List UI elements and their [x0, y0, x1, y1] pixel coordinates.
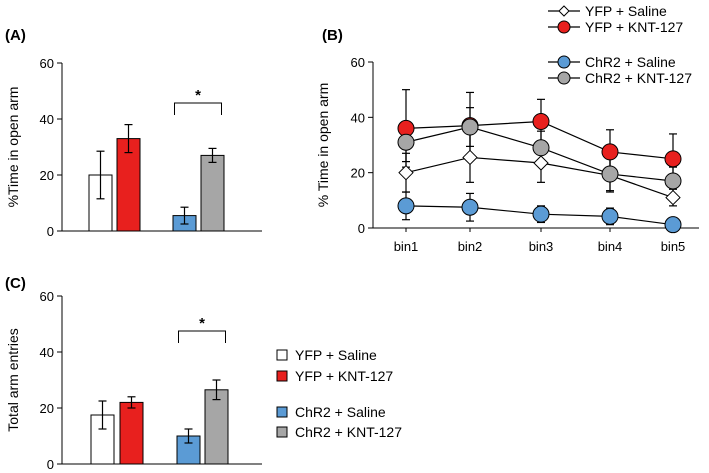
panel-b-x-tick-label: bin5: [661, 239, 686, 254]
panel-b-point: [397, 197, 415, 215]
legend-line-label: YFP + Saline: [585, 3, 667, 19]
panel-b-y-tick-label: 60: [351, 55, 365, 70]
panel-c-bar: [119, 401, 144, 465]
legend-marker: [557, 71, 571, 85]
panel-b-point: [601, 165, 619, 183]
legend-bar-label: YFP + KNT-127: [295, 368, 393, 384]
panel-a-bar: [200, 154, 225, 232]
panel-a-significance-bracket: [174, 102, 222, 115]
panel-b-x-tick-label: bin3: [529, 239, 554, 254]
panel-c-y-axis-title: Total arm entries: [5, 328, 21, 431]
panel-b-point: [664, 216, 682, 234]
panel-label-c: (C): [5, 275, 26, 292]
panel-a-significance-star: *: [195, 87, 201, 104]
panel-b-point: [532, 112, 550, 130]
panel-b-point: [397, 133, 415, 151]
panel-a-y-tick-label: 40: [40, 112, 54, 127]
panel-c-bar: [204, 389, 229, 465]
legend-marker: [558, 5, 570, 17]
panel-b-point: [665, 189, 681, 206]
panel-b-point: [533, 155, 549, 171]
panel-b-y-tick-label: 20: [351, 166, 365, 181]
legend-swatch: [276, 370, 288, 382]
panel-c-y-tick-label: 60: [40, 289, 54, 304]
legend-swatch: [276, 426, 288, 438]
panel-c-y-tick-label: 0: [47, 457, 54, 472]
legend-marker: [557, 20, 571, 34]
legend-bar-label: ChR2 + Saline: [295, 404, 386, 420]
panel-label-a: (A): [5, 27, 26, 44]
legend-line-label: ChR2 + Saline: [585, 54, 676, 70]
panel-b-x-tick-label: bin4: [598, 239, 623, 254]
legend-bar-label: ChR2 + KNT-127: [295, 424, 402, 440]
panel-a-y-axis-title: %Time in open arm: [5, 87, 21, 208]
panel-b-y-tick-label: 0: [358, 221, 365, 236]
panel-c-y-tick-label: 20: [40, 401, 54, 416]
panel-a-y-tick-label: 20: [40, 168, 54, 183]
panel-b-point: [461, 198, 479, 216]
legend-marker: [557, 55, 571, 69]
panel-b-point: [601, 207, 619, 225]
panel-label-b: (B): [322, 27, 343, 44]
legend-swatch: [276, 406, 288, 418]
legend-swatch: [276, 349, 288, 361]
panel-b-y-tick-label: 40: [351, 110, 365, 125]
panel-b-y-axis-title: % Time in open arm: [315, 83, 331, 208]
panel-b-point: [664, 172, 682, 190]
legend-line-label: ChR2 + KNT-127: [585, 70, 692, 86]
panel-a-y-tick-label: 0: [47, 224, 54, 239]
legend-line-label: YFP + KNT-127: [585, 19, 683, 35]
panel-b-x-tick-label: bin2: [458, 239, 483, 254]
panel-b-point: [532, 205, 550, 223]
panel-b-point: [601, 143, 619, 161]
panel-c-significance-bracket: [178, 330, 226, 343]
legend-bar-label: YFP + Saline: [295, 347, 377, 363]
panel-a-y-tick-label: 60: [40, 56, 54, 71]
panel-c-significance-star: *: [199, 315, 205, 332]
panel-b-point: [532, 139, 550, 157]
panel-b-point: [398, 164, 414, 181]
panel-c-y-tick-label: 40: [40, 345, 54, 360]
panel-b-x-tick-label: bin1: [394, 239, 419, 254]
panel-b-point: [664, 150, 682, 168]
panel-b-point: [461, 118, 479, 136]
panel-b-point: [462, 149, 478, 166]
